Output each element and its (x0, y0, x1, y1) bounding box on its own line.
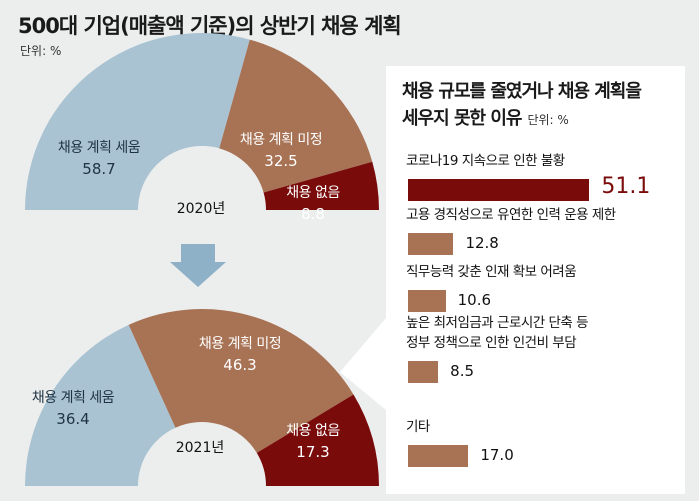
slice-label: 채용 계획 세움 (32, 390, 115, 406)
reason-bar (408, 290, 446, 312)
year-label: 2021년 (176, 440, 225, 456)
donut-slice (128, 309, 354, 453)
reason-value: 17.0 (480, 446, 514, 464)
slice-label: 채용 없음 (286, 423, 340, 439)
reasons-unit-label: 단위: % (527, 113, 569, 127)
reason-label: 정부 정책으로 인한 인건비 부담 (406, 335, 577, 351)
slice-value: 17.3 (296, 443, 329, 461)
slice-value: 36.4 (56, 410, 89, 428)
reason-value: 8.5 (450, 362, 475, 380)
reason-bar (408, 179, 590, 201)
donut-slice (25, 33, 250, 211)
reasons-title-line-2: 세우지 못한 이유 (402, 108, 522, 129)
donut-slice (25, 324, 176, 486)
reason-label: 기타 (406, 419, 430, 435)
donut-chart-2021: 채용 계획 세움 36.4 채용 계획 미정 46.3 채용 없음 17.3 2021년 (25, 309, 379, 486)
slice-value: 46.3 (223, 356, 256, 374)
reason-label: 코로나19 지속으로 인한 불황 (406, 153, 565, 169)
reasons-title-line-1: 채용 규모를 줄였거나 채용 계획을 (402, 81, 642, 102)
reason-value: 10.6 (457, 291, 492, 309)
reason-bar (408, 361, 439, 383)
reason-label: 고용 경직성으로 유연한 인력 운용 제한 (406, 207, 616, 223)
donut-slice (263, 161, 379, 210)
reason-label: 높은 최저임금과 근로시간 단축 등 (406, 315, 589, 331)
unit-label: 단위: % (20, 44, 62, 58)
reason-label: 직무능력 갖춘 인재 확보 어려움 (406, 264, 577, 280)
slice-label: 채용 없음 (286, 185, 340, 201)
slice-label: 채용 계획 미정 (240, 132, 322, 148)
donut-slice (256, 394, 379, 486)
donut-chart-2020: 채용 계획 세움 58.7 채용 계획 미정 32.5 채용 없음 8.8 2020년 (25, 33, 379, 223)
reason-bar (408, 233, 454, 255)
donut-slice (219, 39, 373, 193)
slice-label: 채용 계획 세움 (58, 140, 141, 156)
reason-value: 12.8 (465, 234, 499, 252)
slice-value: 8.8 (301, 205, 325, 223)
callout-pointer (340, 318, 386, 410)
slice-value: 32.5 (264, 152, 297, 170)
slice-label: 채용 계획 미정 (199, 336, 281, 352)
down-arrow-icon (170, 244, 226, 287)
reason-value: 51.1 (601, 174, 651, 199)
slice-value: 58.7 (82, 160, 115, 178)
reason-bar (408, 445, 469, 467)
year-label: 2020년 (177, 201, 226, 217)
